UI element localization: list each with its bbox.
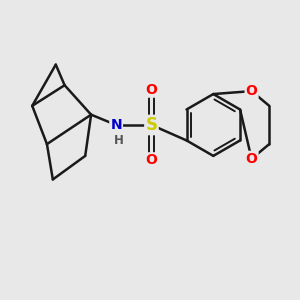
Text: O: O xyxy=(246,84,257,98)
Text: S: S xyxy=(146,116,158,134)
Text: N: N xyxy=(110,118,122,132)
Text: O: O xyxy=(146,82,158,97)
Text: O: O xyxy=(246,152,257,166)
Text: H: H xyxy=(114,134,124,147)
Text: O: O xyxy=(146,153,158,167)
